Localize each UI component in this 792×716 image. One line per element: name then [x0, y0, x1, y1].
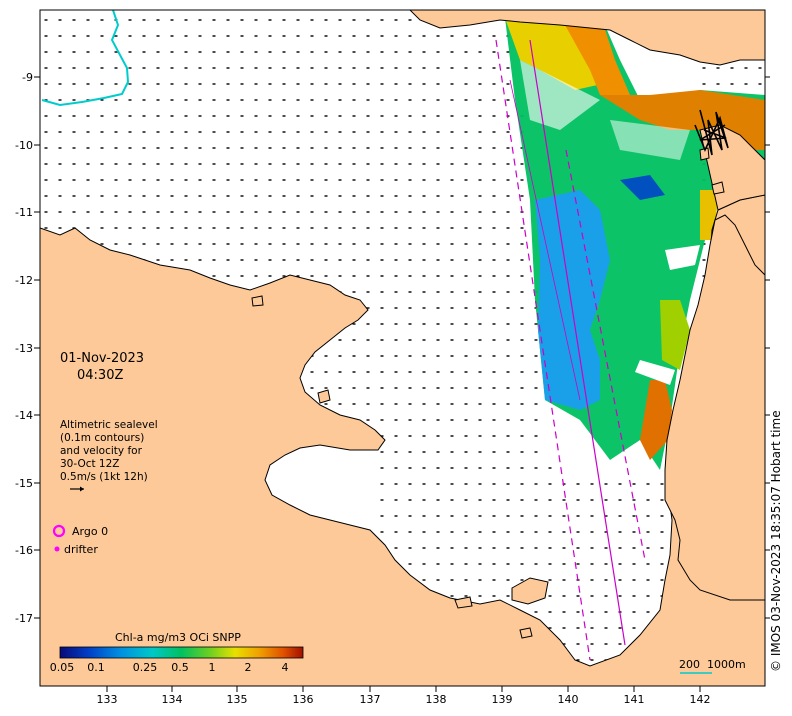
argo-marker-icon [52, 524, 66, 538]
x-tick-label: 133 [97, 693, 118, 706]
colorbar-tick-label: 0.5 [171, 661, 189, 674]
marker-legend: Argo 0 drifter [52, 524, 108, 556]
satellite-tracks [495, 39, 646, 661]
x-tick-label: 136 [293, 693, 314, 706]
y-tick-label: -13 [15, 342, 33, 355]
colorbar: Chl-a mg/m3 OCi SNPP 0.05 0.1 0.25 0.5 1 2 4 [50, 631, 304, 674]
legend-line-2: (0.1m contours) [60, 432, 144, 444]
colorbar-tick-label: 0.1 [87, 661, 105, 674]
drifter-marker-icon [54, 546, 60, 552]
map-date: 01-Nov-2023 [60, 351, 144, 366]
x-tick-label: 137 [360, 693, 381, 706]
y-tick-label: -15 [15, 477, 33, 490]
legend-line-3: and velocity for [60, 445, 143, 457]
y-tick-label: -16 [15, 544, 33, 557]
x-tick-label: 139 [492, 693, 513, 706]
colorbar-tick-label: 1 [209, 661, 216, 674]
x-tick-label: 135 [227, 693, 248, 706]
colorbar-ticks: 0.05 0.1 0.25 0.5 1 2 4 [50, 661, 289, 674]
colorbar-tick-label: 4 [282, 661, 289, 674]
argo-label: Argo 0 [72, 525, 108, 538]
y-tick-label: -10 [15, 139, 33, 152]
x-tick-label: 142 [690, 693, 711, 706]
x-tick-label: 141 [624, 693, 645, 706]
legend-line-5: 0.5m/s (1kt 12h) [60, 471, 148, 483]
map-time: 04:30Z [77, 368, 123, 383]
x-axis-ticks: 133 134 135 136 137 138 139 140 141 142 [97, 686, 711, 706]
scale-bar-label: 200 1000m [679, 658, 746, 671]
y-tick-label: -14 [15, 409, 33, 422]
credit-text: © IMOS 03-Nov-2023 18:35:07 Hobart time [769, 410, 783, 672]
drifter-label: drifter [64, 543, 98, 556]
colorbar-tick-label: 0.25 [133, 661, 158, 674]
y-tick-label: -11 [15, 206, 33, 219]
legend-line-4: 30-Oct 12Z [60, 458, 120, 470]
x-tick-label: 140 [558, 693, 579, 706]
x-tick-label: 138 [426, 693, 447, 706]
y-tick-label: -9 [22, 71, 33, 84]
colorbar-tick-label: 0.05 [50, 661, 75, 674]
y-axis-ticks: -9 -10 -11 -12 -13 -14 -15 -16 -17 [15, 71, 770, 625]
colorbar-gradient [59, 646, 304, 659]
legend-line-1: Altimetric sealevel [60, 419, 158, 431]
sealevel-contour [41, 10, 130, 107]
map-plot-area [40, 10, 765, 686]
y-tick-label: -12 [15, 274, 33, 287]
legend-block: Altimetric sealevel (0.1m contours) and … [60, 419, 158, 492]
colorbar-tick-label: 2 [245, 661, 252, 674]
y-tick-label: -17 [15, 612, 33, 625]
drifter-tracks [694, 109, 729, 156]
x-tick-label: 134 [162, 693, 183, 706]
legend-arrowhead-icon [80, 486, 84, 492]
land-masses [40, 10, 765, 686]
colorbar-title: Chl-a mg/m3 OCi SNPP [115, 631, 241, 644]
